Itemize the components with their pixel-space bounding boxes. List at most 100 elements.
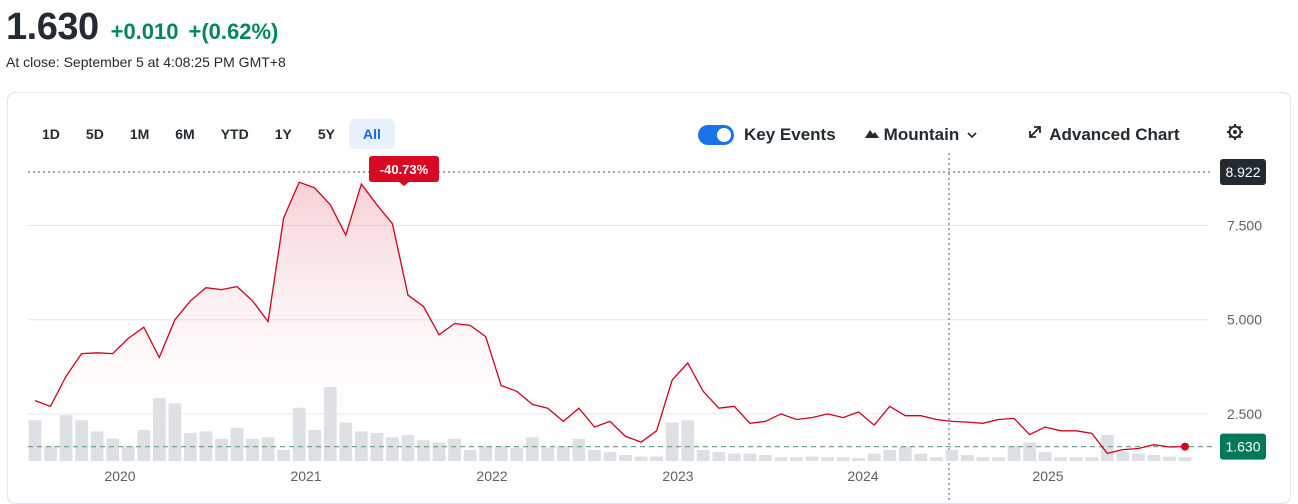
volume-bar: [121, 446, 135, 461]
last-price-label: 1.630: [1225, 439, 1260, 455]
price-row: 1.630 +0.010 +(0.62%): [6, 6, 278, 49]
volume-bar: [619, 455, 632, 461]
volume-bar: [261, 437, 275, 461]
high-label-box: [1220, 159, 1266, 185]
volume-bar: [184, 432, 197, 461]
y-tick-label: 2.500: [1227, 406, 1262, 422]
volume-bar: [650, 456, 663, 461]
price-chart: 7.500 5.000 2.500 2020 2021 2022 2023 2024 2025 8…: [28, 153, 1266, 503]
volume-bar: [1100, 435, 1114, 461]
volume-bar: [152, 398, 166, 461]
x-tick-label: 2024: [847, 468, 878, 484]
volume-bar: [727, 453, 741, 461]
volume-bar: [59, 415, 73, 461]
volume-bar: [1132, 453, 1145, 461]
volume-bar: [370, 432, 384, 461]
x-tick-label: 2025: [1032, 468, 1063, 484]
volume-bar: [246, 438, 259, 461]
volume-bar: [992, 457, 1005, 461]
range-all[interactable]: All: [348, 119, 395, 149]
chevron-down-icon: [967, 126, 977, 144]
volume-bar: [774, 457, 788, 461]
range-change-label: -40.73%: [380, 162, 429, 177]
volume-bar: [603, 452, 617, 461]
volume-bar: [106, 438, 120, 461]
y-tick-label: 5.000: [1227, 312, 1262, 328]
chart-type-dropdown[interactable]: Mountain: [864, 125, 978, 145]
volume-bar: [1147, 455, 1161, 461]
volume-bar: [929, 457, 943, 461]
close-timestamp: At close: September 5 at 4:08:25 PM GMT+…: [6, 54, 286, 70]
x-tick-label: 2021: [290, 468, 321, 484]
volume-bar: [696, 449, 710, 461]
volume-bar: [215, 438, 228, 461]
volume-bar: [1178, 457, 1192, 461]
range-1d[interactable]: 1D: [42, 126, 60, 142]
volume-bar: [1023, 442, 1036, 461]
range-change-badge: [369, 156, 439, 186]
advanced-chart-button[interactable]: Advanced Chart: [1027, 124, 1180, 145]
volume-bar: [448, 438, 461, 461]
volume-bar: [354, 431, 368, 461]
volume-bar: [759, 455, 772, 461]
key-events-label: Key Events: [744, 124, 836, 144]
range-5y[interactable]: 5Y: [317, 126, 335, 142]
volume-bar: [914, 453, 928, 461]
volume-bar: [1038, 452, 1052, 461]
gear-icon: [1226, 123, 1244, 146]
range-selector: 1D 5D 1M 6M YTD 1Y 5Y All: [30, 119, 397, 149]
volume-bar: [1116, 452, 1130, 461]
volume-bar: [1054, 457, 1068, 461]
key-events-toggle[interactable]: [698, 124, 734, 145]
volume-bar: [541, 447, 555, 461]
high-label: 8.922: [1225, 164, 1260, 180]
volume-bar: [292, 407, 306, 461]
volume-bar: [1085, 457, 1099, 461]
volume-bar: [510, 447, 524, 461]
volume-bar: [945, 449, 959, 461]
range-6m[interactable]: 6M: [175, 126, 195, 142]
current-price: 1.630: [6, 6, 99, 48]
volume-bar: [28, 420, 42, 461]
volume-bar: [976, 457, 990, 461]
range-5d[interactable]: 5D: [85, 126, 104, 142]
range-ytd[interactable]: YTD: [220, 126, 249, 142]
price-change: +0.010: [110, 19, 179, 44]
advanced-chart-label: Advanced Chart: [1049, 124, 1180, 144]
volume-bar: [665, 422, 679, 461]
chart-settings-button[interactable]: [1226, 123, 1244, 146]
last-price-dot: [1181, 442, 1189, 451]
volume-bar: [308, 429, 322, 461]
volume-bar: [836, 457, 850, 461]
volume-bar: [867, 453, 881, 461]
volume-bar: [525, 437, 539, 461]
volume-bar: [743, 453, 757, 461]
volume-bar: [401, 435, 415, 461]
expand-icon: [1027, 124, 1043, 145]
range-1m[interactable]: 1M: [129, 126, 150, 142]
volume-bar: [339, 422, 353, 461]
price-line: [34, 181, 1186, 455]
x-tick-label: 2020: [104, 468, 135, 484]
volume-bar: [494, 446, 508, 461]
volume-bar: [168, 403, 182, 461]
volume-bar: [75, 420, 88, 461]
volume-bar: [961, 455, 974, 461]
mountain-icon: [864, 126, 880, 144]
chart-toolbar: Key Events Mountain Advanced Chart: [698, 123, 1244, 146]
range-1y[interactable]: 1Y: [274, 126, 292, 142]
price-change-percent: +(0.62%): [188, 19, 279, 44]
x-tick-label: 2023: [662, 468, 693, 484]
y-tick-label: 7.500: [1227, 218, 1262, 234]
volume-bar: [883, 449, 897, 461]
volume-bar: [230, 427, 244, 461]
chart-type-label: Mountain: [883, 124, 960, 144]
volume-bar: [277, 449, 291, 461]
volume-bar: [463, 449, 477, 461]
volume-bar: [634, 456, 648, 461]
volume-bar: [821, 457, 834, 461]
volume-bar: [572, 438, 586, 461]
volume-bar: [90, 431, 104, 461]
x-tick-label: 2022: [476, 468, 507, 484]
key-events-toggle-group[interactable]: Key Events: [698, 124, 836, 145]
